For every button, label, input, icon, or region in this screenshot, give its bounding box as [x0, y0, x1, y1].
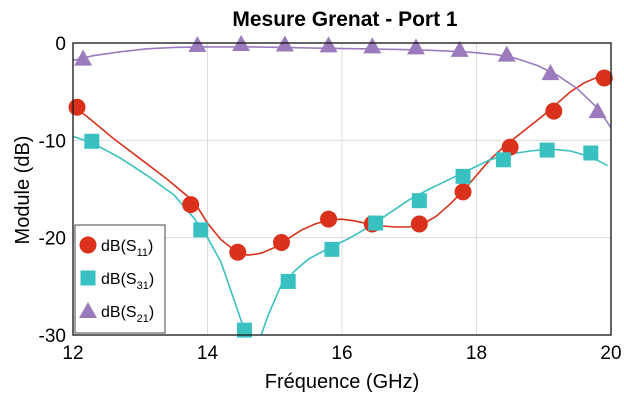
x-axis-label: Fréquence (GHz): [265, 371, 420, 393]
chart-title: Mesure Grenat - Port 1: [232, 8, 458, 31]
legend-text: dB(S: [101, 304, 137, 321]
data-point-db-s31: [280, 273, 296, 289]
legend-text: ): [148, 238, 153, 255]
data-point-db-s11: [229, 243, 247, 261]
y-tick-label: -10: [39, 131, 66, 152]
data-point-db-s21: [406, 38, 425, 55]
x-tick-label: 12: [62, 343, 83, 364]
data-point-db-s31: [495, 152, 511, 168]
y-tick-label: -20: [39, 229, 66, 250]
plot-frame: [72, 42, 612, 336]
data-point-db-s11: [182, 196, 200, 214]
legend-marker-db-s31: [80, 270, 96, 286]
data-point-db-s21: [450, 40, 469, 57]
x-tick-label: 14: [197, 343, 219, 364]
data-point-db-s21: [497, 45, 516, 62]
legend-marker-db-s11: [79, 236, 97, 254]
data-point-db-s31: [583, 145, 599, 161]
data-point-db-s11: [595, 69, 613, 87]
data-point-db-s21: [188, 35, 207, 52]
data-point-db-s21: [74, 49, 93, 66]
data-point-db-s31: [324, 241, 340, 257]
data-point-db-s11: [454, 183, 472, 201]
legend: dB(S11)dB(S31)dB(S21): [74, 224, 166, 334]
series-line-db-s21: [73, 46, 611, 129]
data-point-db-s31: [411, 193, 427, 209]
legend-subscript: 21: [137, 313, 149, 325]
legend-label-db-s31: dB(S31): [101, 271, 154, 292]
y-axis-label: Module (dB): [12, 136, 34, 245]
data-point-db-s11: [545, 102, 563, 120]
legend-label-db-s21: dB(S21): [101, 304, 154, 325]
legend-subscript: 31: [137, 280, 149, 292]
legend-text: dB(S: [101, 238, 137, 255]
data-point-db-s31: [193, 222, 209, 238]
y-tick-labels: 0 -10 -20 -30: [39, 34, 66, 347]
data-point-db-s31: [236, 322, 252, 338]
x-tick-label: 18: [466, 343, 487, 364]
legend-label-db-s11: dB(S11): [101, 238, 153, 259]
data-point-db-s11: [410, 215, 428, 233]
legend-text: ): [149, 271, 154, 288]
data-point-db-s21: [363, 37, 382, 54]
data-point-db-s11: [320, 210, 338, 228]
data-point-db-s31: [368, 215, 384, 231]
x-tick-label: 16: [331, 343, 352, 364]
data-point-db-s31: [539, 142, 555, 158]
legend-subscript: 11: [137, 247, 148, 259]
data-point-db-s21: [588, 102, 607, 119]
data-point-db-s21: [541, 64, 560, 81]
x-tick-labels: 12 14 16 18 20: [62, 343, 621, 364]
data-point-db-s21: [319, 36, 338, 53]
data-point-db-s11: [68, 98, 86, 116]
data-point-db-s31: [84, 133, 100, 149]
x-tick-label: 20: [600, 343, 621, 364]
y-tick-label: -30: [39, 326, 66, 347]
data-point-db-s11: [501, 138, 519, 156]
y-tick-label: 0: [55, 34, 66, 55]
data-point-db-s31: [455, 168, 471, 184]
data-point-db-s11: [272, 234, 290, 252]
legend-marker-db-s21: [79, 302, 97, 318]
legend-text: dB(S: [101, 271, 137, 288]
legend-text: ): [149, 304, 154, 321]
